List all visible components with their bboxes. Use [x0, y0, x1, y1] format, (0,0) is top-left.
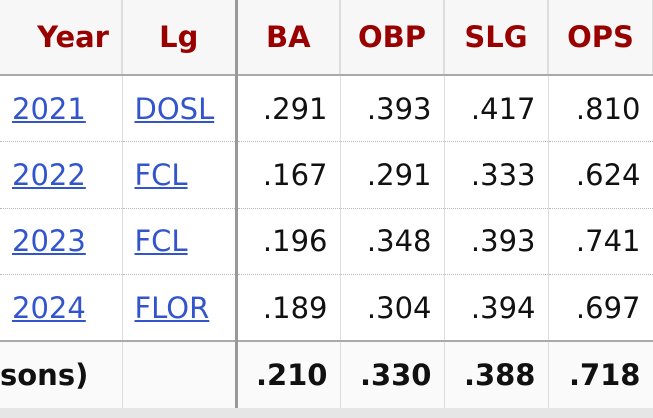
year-link[interactable]: 2022	[12, 157, 86, 192]
column-header: OBP	[340, 0, 445, 76]
year-cell: 2024	[0, 274, 123, 342]
column-header: Year	[0, 0, 123, 76]
league-cell: FLOR	[122, 274, 238, 342]
footer-label: sons)	[0, 340, 123, 409]
year-cell: 2023	[0, 208, 123, 275]
stat-cell: .167	[236, 141, 341, 209]
data-row: 2021 DOSL .291.393.417.810	[0, 75, 653, 142]
table-body: 2021 DOSL .291.393.417.810 2022 FCL .167.291.…	[0, 75, 653, 409]
data-row: 2022 FCL .167.291.333.624	[0, 141, 653, 209]
stat-cell: .291	[236, 75, 341, 142]
year-link[interactable]: 2024	[12, 290, 86, 325]
footer-stat: .210	[236, 340, 341, 409]
stat-cell: .417	[444, 75, 549, 142]
year-cell: 2022	[0, 141, 123, 209]
league-link[interactable]: DOSL	[134, 91, 215, 126]
footer-empty	[122, 340, 238, 409]
stat-cell: .394	[444, 274, 549, 342]
stat-cell: .624	[548, 141, 653, 209]
league-link[interactable]: FCL	[134, 224, 188, 259]
stat-cell: .348	[340, 208, 445, 275]
data-row: 2024 FLOR .189.304.394.697	[0, 274, 653, 342]
header-row: Year Lg BA OBP SLG OPS	[0, 0, 653, 76]
stat-cell: .291	[340, 141, 445, 209]
league-link[interactable]: FLOR	[134, 290, 210, 325]
stat-cell: .697	[548, 274, 653, 342]
footer-row: sons) .210.330.388.718	[0, 340, 653, 409]
stat-cell: .333	[444, 141, 549, 209]
stat-cell: .393	[444, 208, 549, 275]
column-header: Lg	[122, 0, 238, 76]
data-row: 2023 FCL .196.348.393.741	[0, 208, 653, 275]
stat-cell: .393	[340, 75, 445, 142]
stats-table: Year Lg BA OBP SLG OPS 2021 DOSL .291.393.417.8…	[0, 0, 653, 409]
year-link[interactable]: 2021	[12, 91, 86, 126]
league-cell: DOSL	[122, 75, 238, 142]
year-cell: 2021	[0, 75, 123, 142]
league-cell: FCL	[122, 141, 238, 209]
column-header: BA	[236, 0, 341, 76]
footer-stat: .718	[548, 340, 653, 409]
footer-stat: .388	[444, 340, 549, 409]
stat-cell: .189	[236, 274, 341, 342]
stat-cell: .810	[548, 75, 653, 142]
year-link[interactable]: 2023	[12, 224, 86, 259]
stat-cell: .196	[236, 208, 341, 275]
stat-cell: .304	[340, 274, 445, 342]
league-cell: FCL	[122, 208, 238, 275]
column-header: SLG	[444, 0, 549, 76]
footer-stat: .330	[340, 340, 445, 409]
column-header: OPS	[548, 0, 653, 76]
bottom-strip	[0, 408, 653, 418]
league-link[interactable]: FCL	[134, 157, 188, 192]
stat-cell: .741	[548, 208, 653, 275]
